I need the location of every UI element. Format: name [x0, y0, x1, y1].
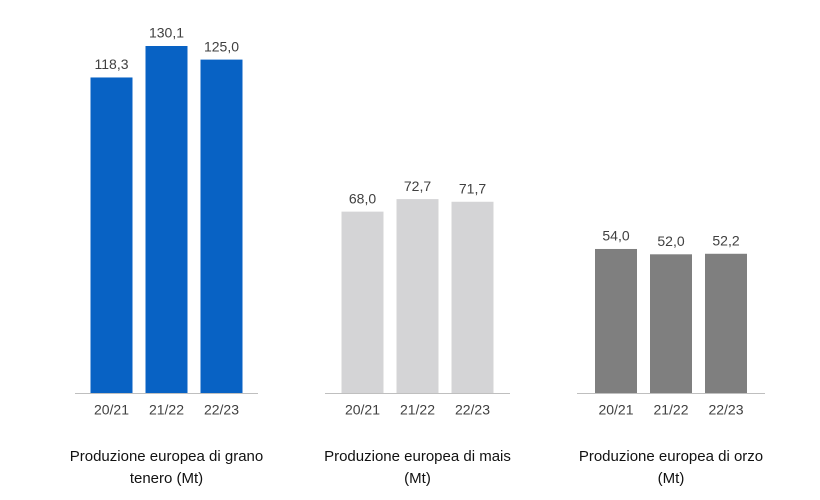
x-tick-label: 22/23: [455, 402, 490, 418]
value-label: 52,0: [657, 233, 684, 249]
value-label: 68,0: [349, 190, 376, 206]
x-tick-label: 20/21: [598, 402, 633, 418]
bar: [396, 199, 439, 393]
value-label: 130,1: [149, 25, 184, 41]
bar: [90, 77, 133, 393]
bar: [705, 253, 747, 393]
x-tick-label: 20/21: [94, 402, 129, 418]
x-tick-label: 21/22: [653, 402, 688, 418]
chart-title: Produzione europea di mais (Mt): [324, 448, 511, 487]
bar: [451, 201, 494, 393]
value-label: 54,0: [602, 228, 629, 244]
bar: [650, 254, 692, 393]
x-tick-label: 22/23: [204, 402, 239, 418]
value-label: 118,3: [95, 56, 129, 72]
chart-title: Produzione europea di orzo (Mt): [578, 448, 764, 487]
bar: [200, 59, 243, 394]
chart-title: Produzione europea di grano tenero (Mt): [69, 448, 264, 487]
x-tick-label: 22/23: [708, 402, 743, 418]
bar: [341, 211, 384, 393]
value-label: 52,2: [712, 232, 739, 248]
x-tick-label: 21/22: [400, 402, 435, 418]
value-label: 71,7: [459, 180, 486, 196]
value-label: 72,7: [404, 178, 431, 194]
bar: [595, 248, 637, 393]
bar: [145, 46, 188, 393]
x-tick-label: 20/21: [345, 402, 380, 418]
value-label: 125,0: [204, 38, 239, 54]
x-tick-label: 21/22: [149, 402, 184, 418]
